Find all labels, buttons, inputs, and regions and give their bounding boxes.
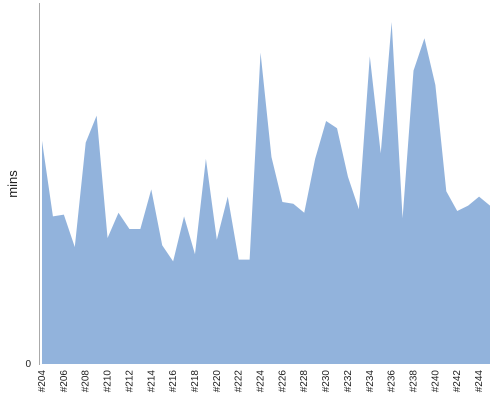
- x-tick-label: #216: [168, 370, 179, 393]
- data-point-232: [346, 175, 350, 179]
- data-point-238: [412, 69, 416, 73]
- x-tick-label: #244: [474, 370, 485, 393]
- x-tick-label: #218: [190, 370, 201, 393]
- data-point-230: [324, 119, 328, 123]
- x-tick-label: #228: [299, 370, 310, 393]
- y-tick-label: 0: [25, 359, 31, 370]
- data-point-228: [302, 211, 306, 215]
- x-tick-label: #212: [124, 370, 135, 393]
- x-tick-label: #220: [212, 370, 223, 393]
- x-tick-label: #238: [409, 370, 420, 393]
- data-point-205: [51, 214, 55, 218]
- data-point-216: [171, 259, 175, 263]
- data-point-209: [95, 114, 99, 118]
- data-point-211: [116, 211, 120, 215]
- data-point-225: [269, 155, 273, 159]
- data-point-208: [84, 141, 88, 145]
- plot-area: [40, 20, 492, 364]
- data-point-226: [280, 200, 284, 204]
- data-point-220: [215, 238, 219, 242]
- data-point-206: [62, 213, 66, 217]
- data-point-239: [422, 36, 426, 40]
- x-tick-label: #226: [277, 370, 288, 393]
- data-point-242: [455, 209, 459, 213]
- data-point-243: [466, 204, 470, 208]
- data-point-227: [291, 202, 295, 206]
- data-point-207: [73, 245, 77, 249]
- data-point-233: [357, 207, 361, 211]
- x-tick-label: #242: [452, 370, 463, 393]
- data-point-244: [477, 195, 481, 199]
- series-area: [42, 22, 490, 364]
- data-point-241: [444, 189, 448, 193]
- data-point-210: [106, 236, 110, 240]
- data-point-204: [40, 139, 44, 143]
- data-point-234: [368, 54, 372, 58]
- data-point-235: [379, 151, 383, 155]
- data-point-218: [193, 252, 197, 256]
- data-point-245: [488, 204, 492, 208]
- data-point-229: [313, 157, 317, 161]
- data-point-223: [248, 258, 252, 262]
- x-tick-label: #236: [387, 370, 398, 393]
- data-point-222: [237, 258, 241, 262]
- x-tick-label: #240: [430, 370, 441, 393]
- y-axis-title: mins: [5, 170, 20, 198]
- data-point-213: [138, 227, 142, 231]
- data-point-240: [433, 83, 437, 87]
- data-point-221: [226, 195, 230, 199]
- data-point-217: [182, 214, 186, 218]
- x-tick-label: #222: [234, 370, 245, 393]
- data-point-214: [149, 187, 153, 191]
- x-tick-label: #210: [103, 370, 114, 393]
- x-tick-label: #204: [37, 370, 48, 393]
- x-tick-label: #234: [365, 370, 376, 393]
- x-axis-ticks: #204 #206 #208 #210 #212 #214 #216 #218 #220 #222…: [37, 370, 485, 393]
- x-tick-label: #224: [256, 370, 267, 393]
- data-point-237: [401, 216, 405, 220]
- data-point-219: [204, 157, 208, 161]
- x-tick-label: #208: [81, 370, 92, 393]
- x-tick-label: #206: [59, 370, 70, 393]
- data-point-215: [160, 243, 164, 247]
- x-tick-label: #232: [343, 370, 354, 393]
- data-point-224: [259, 51, 263, 55]
- x-tick-label: #214: [146, 370, 157, 393]
- x-tick-label: #230: [321, 370, 332, 393]
- y-axis-ticks: 0: [25, 359, 31, 370]
- data-point-236: [390, 20, 394, 24]
- data-point-231: [335, 126, 339, 130]
- data-point-212: [127, 227, 131, 231]
